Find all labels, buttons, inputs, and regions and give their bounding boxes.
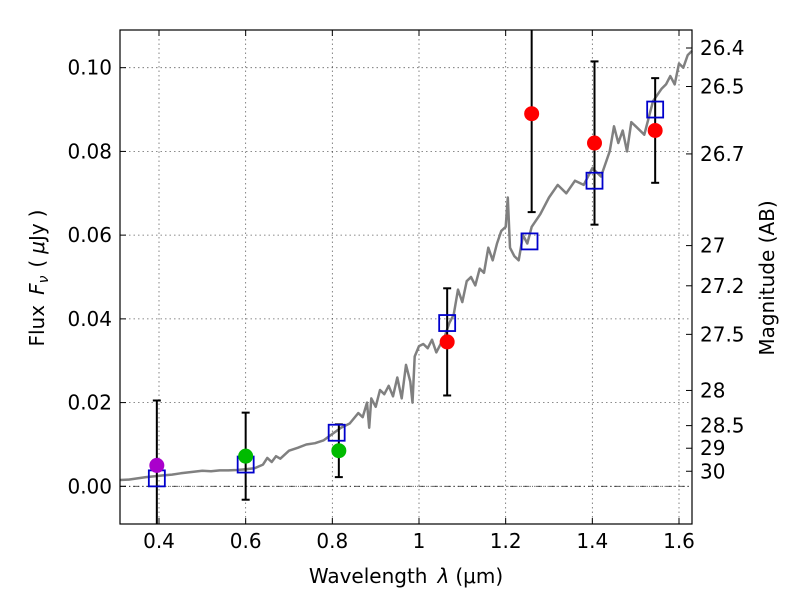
observed-flux-point — [238, 448, 254, 464]
model-flux-square — [438, 314, 457, 332]
x-tick-label: 1.4 — [576, 529, 608, 553]
magnitude-tick-label: 30 — [700, 459, 725, 483]
magnitude-tick-label: 27.5 — [700, 322, 745, 346]
magnitude-tick-label: 27.2 — [700, 274, 745, 298]
y-tick-label: 0.00 — [67, 474, 112, 498]
y-tick-label: 0.04 — [67, 307, 112, 331]
y-tick-label: 0.08 — [67, 139, 112, 163]
magnitude-tick-label: 26.7 — [700, 142, 745, 166]
y-axis-label: FluxFν(μJy) — [25, 209, 52, 346]
x-axis-label: Wavelength λ (μm) — [309, 564, 503, 588]
observed-flux-point — [439, 334, 455, 350]
x-tick-label: 0.6 — [230, 529, 262, 553]
observed-flux-point — [647, 122, 663, 138]
observed-flux-point — [524, 106, 540, 122]
y-tick-label: 0.10 — [67, 56, 112, 80]
model-spectrum-line — [119, 50, 693, 482]
x-tick-label: 0.8 — [316, 529, 348, 553]
model-spectrum — [119, 50, 693, 482]
x-tick-label: 1.2 — [490, 529, 522, 553]
plot-frame — [119, 29, 693, 525]
data-points — [147, 100, 665, 488]
magnitude-tick-label: 27 — [700, 234, 725, 258]
model-flux-square — [646, 100, 665, 119]
observed-flux-point — [149, 457, 165, 473]
grid — [120, 30, 692, 524]
observed-flux-point — [331, 443, 347, 459]
model-flux-square — [520, 232, 539, 251]
axes: 0.4 0.6 0.8 1 1.2 1.4 1.6 0.00 0.02 0.04 0.06 0.08 0… — [67, 30, 745, 553]
magnitude-tick-label: 26.4 — [700, 36, 745, 60]
y-tick-label: 0.06 — [67, 223, 112, 247]
model-flux-square — [585, 171, 604, 190]
magnitude-tick-label: 29 — [700, 436, 725, 460]
x-tick-label: 1.6 — [663, 529, 695, 553]
model-flux-square — [327, 423, 346, 442]
error-bars — [152, 30, 660, 524]
magnitude-tick-label: 28 — [700, 378, 725, 402]
x-tick-label: 1 — [413, 529, 426, 553]
magnitude-axis-label: Magnitude (AB) — [755, 200, 779, 355]
x-tick-label: 0.4 — [143, 529, 175, 553]
magnitude-tick-label: 28.5 — [700, 414, 745, 438]
y-tick-label: 0.02 — [67, 391, 112, 415]
observed-flux-point — [587, 135, 602, 151]
magnitude-tick-label: 26.5 — [700, 75, 745, 99]
